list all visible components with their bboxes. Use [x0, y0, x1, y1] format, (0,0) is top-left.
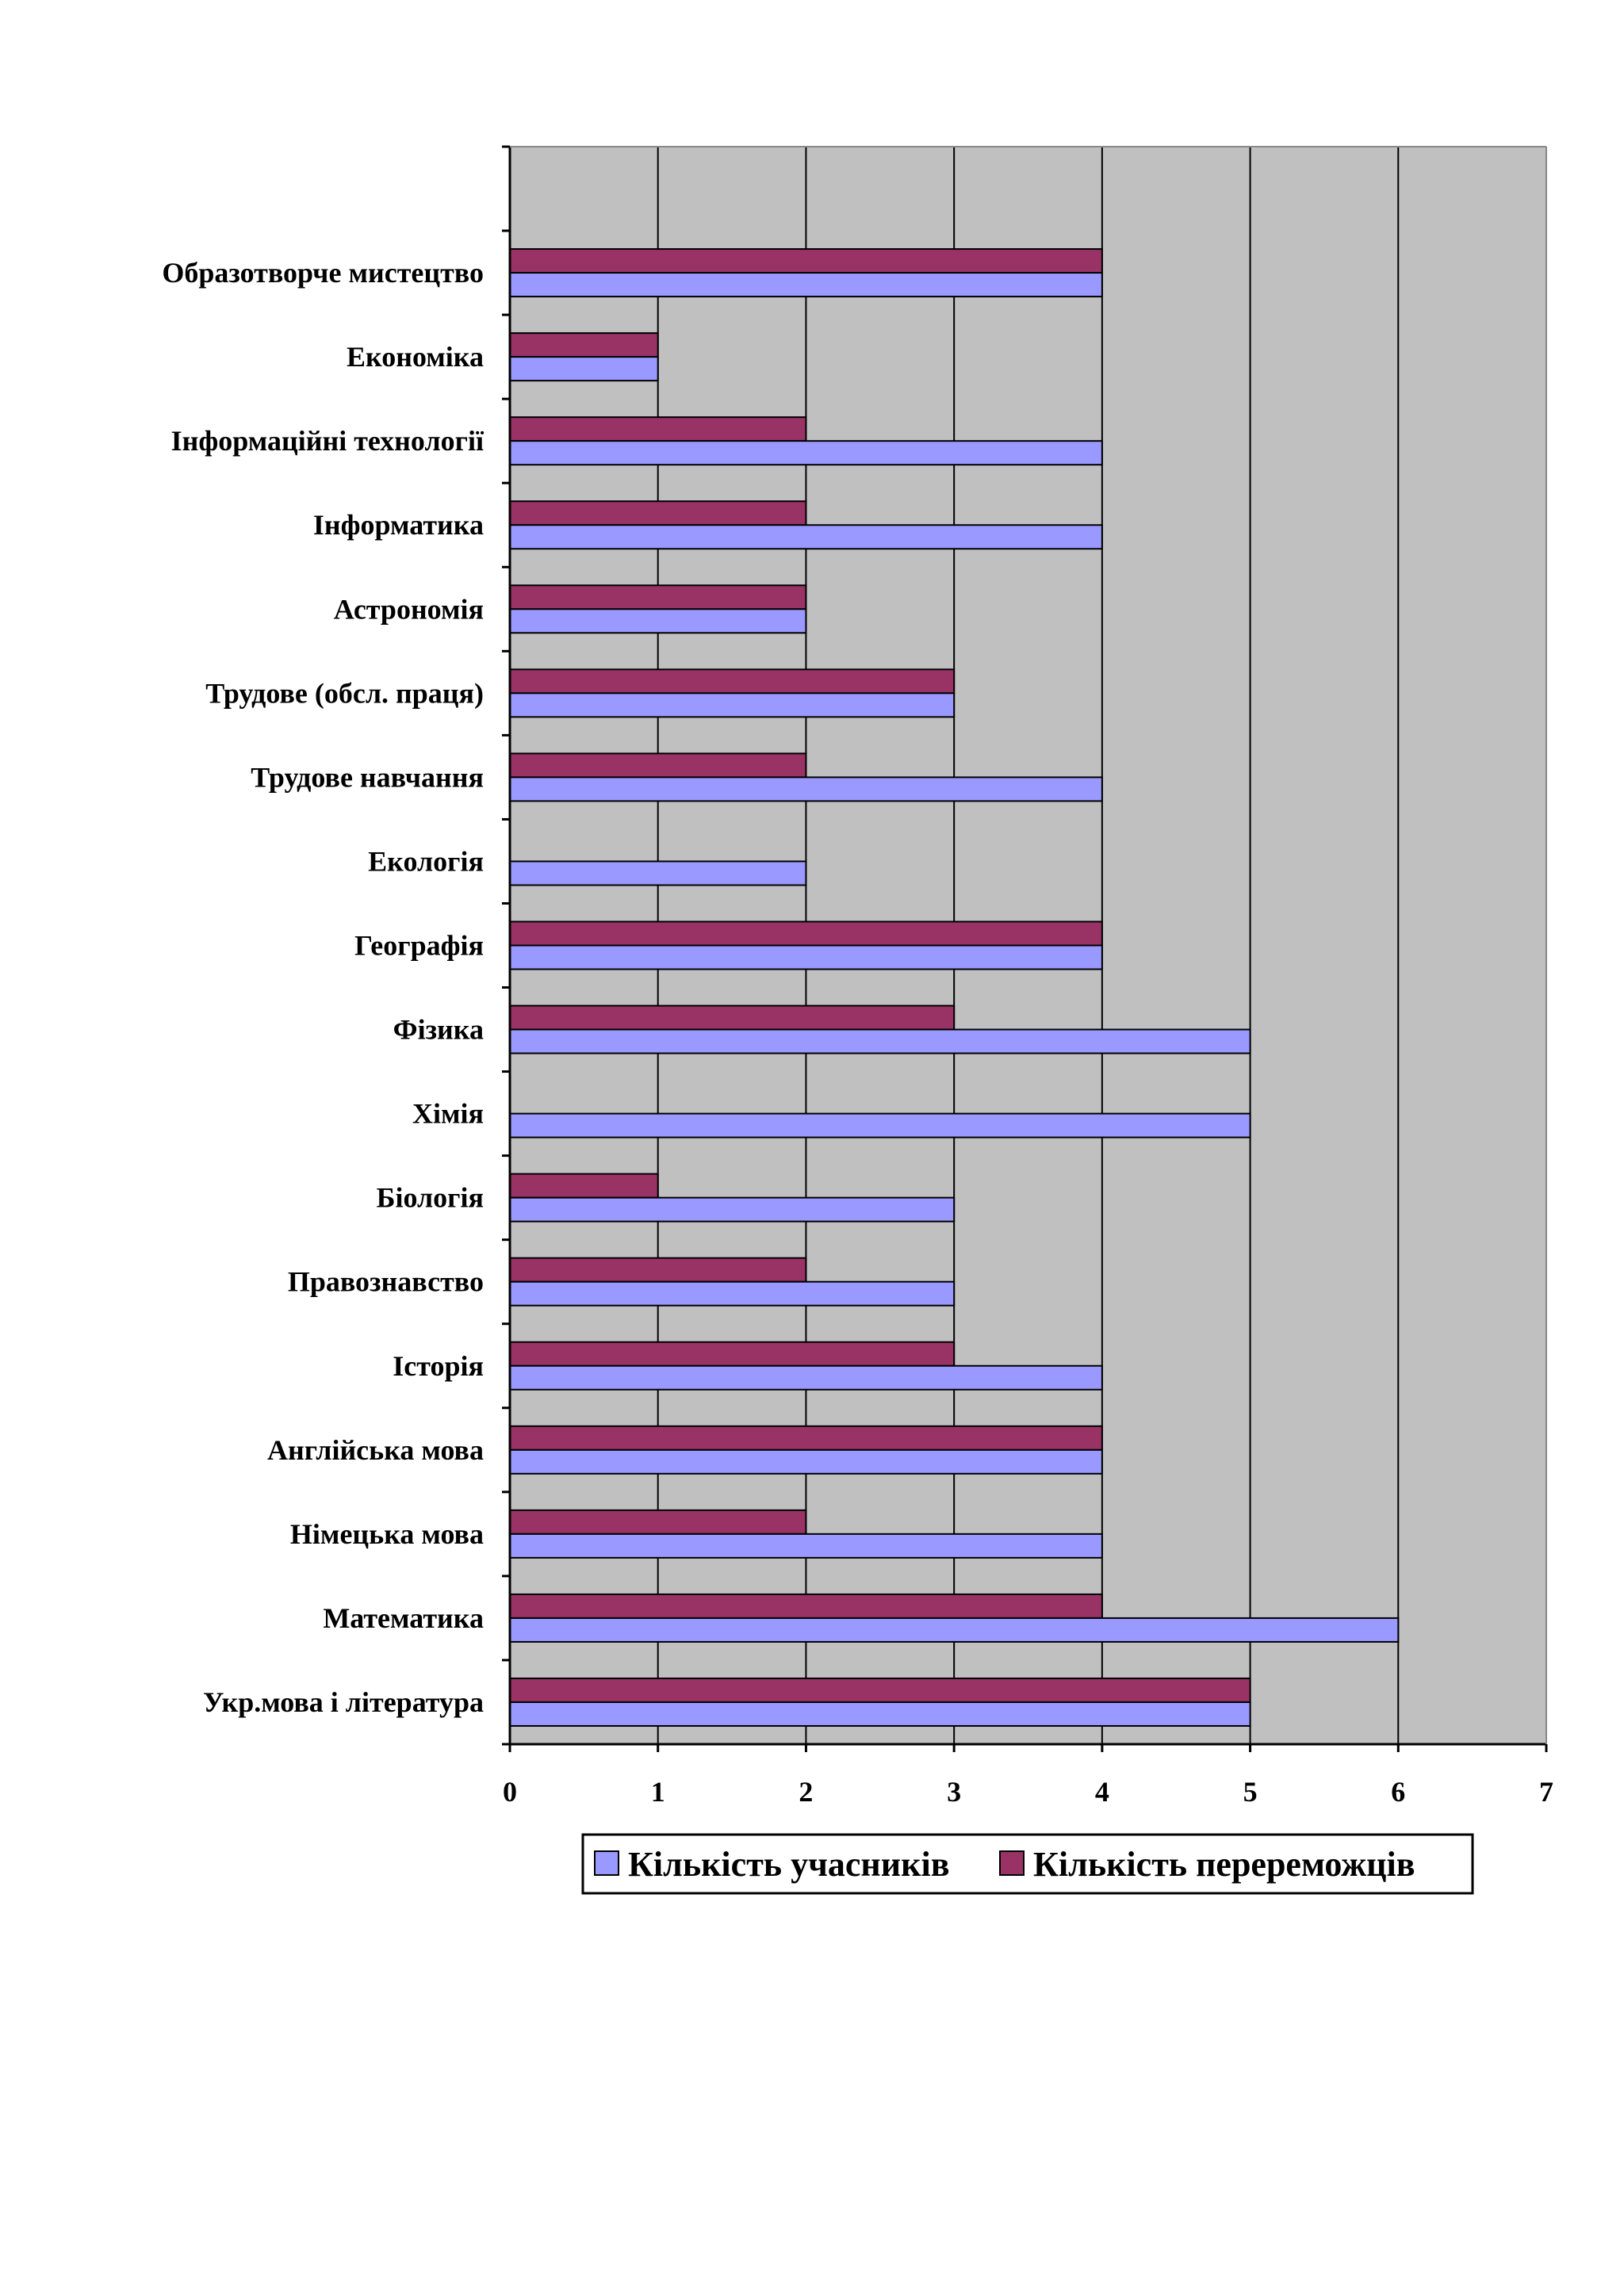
x-tick-label: 5 [1243, 1776, 1258, 1808]
category-label: Хімія [412, 1098, 484, 1130]
category-label: Трудове навчання [251, 761, 484, 793]
category-label: Укр.мова і література [203, 1686, 484, 1718]
bar-winners-13 [509, 584, 807, 610]
category-label: Правознавство [288, 1266, 484, 1298]
bar-participants-9 [509, 944, 1103, 970]
bar-participants-17 [509, 272, 1103, 298]
bar-participants-10 [509, 860, 807, 886]
bar-participants-13 [509, 608, 807, 634]
category-label: Економіка [347, 341, 484, 373]
category-label: Історія [393, 1350, 484, 1382]
bar-winners-3 [509, 1425, 1103, 1451]
category-label: Інформатика [313, 509, 484, 541]
axes [502, 145, 1548, 1752]
x-tick-label: 0 [503, 1776, 517, 1808]
category-label: Екологія [368, 845, 484, 877]
bar-participants-1 [509, 1617, 1400, 1643]
x-tick-label: 6 [1391, 1776, 1405, 1808]
legend-swatch-winners [999, 1850, 1025, 1876]
bar-winners-2 [509, 1509, 807, 1535]
bar-participants-8 [509, 1028, 1251, 1054]
bar-participants-14 [509, 524, 1103, 550]
bar-participants-3 [509, 1448, 1103, 1475]
bar-winners-4 [509, 1341, 956, 1367]
x-tick-labels: 0 1 2 3 4 5 6 7 [503, 1776, 1553, 1808]
bar-participants-11 [509, 776, 1103, 802]
legend: Кількість учасників Кількість перереможц… [581, 1833, 1474, 1895]
category-label: Географія [354, 930, 484, 962]
bar-winners-11 [509, 752, 807, 779]
bar-winners-17 [509, 248, 1103, 274]
x-tick-label: 2 [799, 1776, 813, 1808]
bar-participants-4 [509, 1364, 1103, 1391]
bar-winners-0 [509, 1677, 1251, 1703]
legend-label-winners: Кількість перереможців [1033, 1845, 1415, 1884]
bar-participants-0 [509, 1701, 1251, 1727]
bar-participants-16 [509, 356, 659, 382]
category-label: Фізика [393, 1014, 484, 1046]
category-label: Англійська мова [267, 1434, 484, 1466]
bar-winners-12 [509, 668, 956, 695]
bar-participants-5 [509, 1280, 956, 1307]
bar-winners-16 [509, 332, 659, 358]
legend-swatch-participants [594, 1850, 619, 1876]
category-label: Трудове (обсл. праця) [205, 677, 484, 709]
bars [509, 248, 1400, 1727]
bar-participants-7 [509, 1112, 1251, 1138]
bar-winners-6 [509, 1173, 659, 1199]
bar-winners-14 [509, 500, 807, 526]
bar-winners-5 [509, 1257, 807, 1283]
bar-winners-9 [509, 920, 1103, 947]
bar-participants-15 [509, 440, 1103, 466]
category-label: Біологія [377, 1182, 484, 1214]
category-label: Образотворче мистецтво [162, 257, 484, 289]
category-label: Інформаційні технології [171, 425, 485, 457]
x-tick-label: 7 [1539, 1776, 1553, 1808]
category-labels: Укр.мова і література Математика Німецька … [162, 257, 485, 1718]
bar-winners-1 [509, 1593, 1103, 1619]
legend-box [581, 1833, 1474, 1895]
bar-participants-6 [509, 1196, 956, 1223]
category-label: Математика [323, 1602, 484, 1634]
x-tick-label: 4 [1095, 1776, 1109, 1808]
bar-participants-12 [509, 692, 956, 718]
category-label: Німецька мова [290, 1518, 484, 1550]
x-tick-label: 3 [947, 1776, 961, 1808]
category-label: Астрономія [334, 593, 484, 625]
bar-winners-8 [509, 1004, 956, 1031]
bar-participants-2 [509, 1533, 1103, 1559]
bar-winners-15 [509, 416, 807, 442]
legend-label-participants: Кількість учасників [628, 1845, 949, 1884]
x-tick-label: 1 [651, 1776, 665, 1808]
